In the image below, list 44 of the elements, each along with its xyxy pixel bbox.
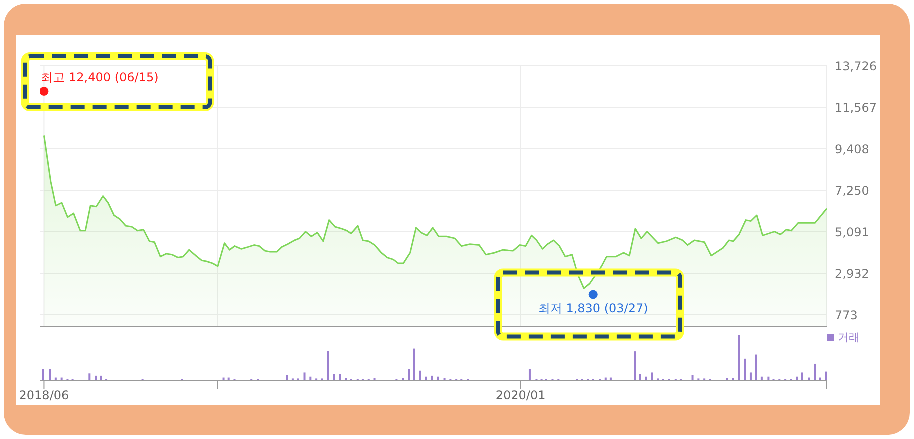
bar	[88, 374, 91, 381]
bar	[732, 378, 734, 381]
bar	[528, 369, 531, 381]
bar	[42, 369, 44, 381]
bar	[333, 374, 336, 381]
x-tick-label: 2018/06	[19, 388, 70, 403]
bar	[286, 375, 288, 381]
bar	[825, 372, 827, 381]
bar	[444, 378, 446, 381]
bar	[755, 354, 758, 381]
bar	[744, 358, 746, 381]
bar	[634, 352, 636, 381]
bar	[651, 372, 654, 381]
y-tick-label: 5,091	[835, 225, 870, 240]
bar	[95, 376, 98, 381]
y-tick-label: 2,932	[835, 266, 870, 281]
y-tick-label: 773	[835, 308, 858, 322]
y-tick-label: 11,567	[835, 100, 877, 115]
annotation: 최저 1,830 (03/27)	[538, 302, 648, 316]
bar	[339, 374, 342, 381]
bar	[408, 369, 410, 381]
bar	[402, 378, 404, 381]
legend-label: 거래	[838, 331, 860, 344]
bar	[814, 364, 816, 381]
bar	[750, 372, 752, 381]
bar	[374, 378, 376, 381]
bar	[49, 369, 52, 381]
y-tick-label: 13,726	[835, 59, 877, 74]
annotation: 최고 12,400 (06/15)	[41, 70, 159, 84]
bar	[100, 376, 102, 381]
bar	[738, 335, 740, 381]
bar	[431, 376, 434, 381]
bar	[801, 372, 804, 381]
y-tick-label: 7,250	[835, 184, 870, 198]
bar	[726, 378, 728, 381]
x-tick-label: 2020/01	[496, 388, 546, 403]
bar	[692, 375, 694, 381]
bar	[345, 378, 348, 381]
bar	[639, 374, 642, 381]
bar	[304, 372, 306, 381]
bar	[413, 348, 416, 381]
bar	[327, 351, 330, 381]
bar	[419, 370, 422, 381]
y-tick-label: 9,408	[835, 142, 870, 156]
